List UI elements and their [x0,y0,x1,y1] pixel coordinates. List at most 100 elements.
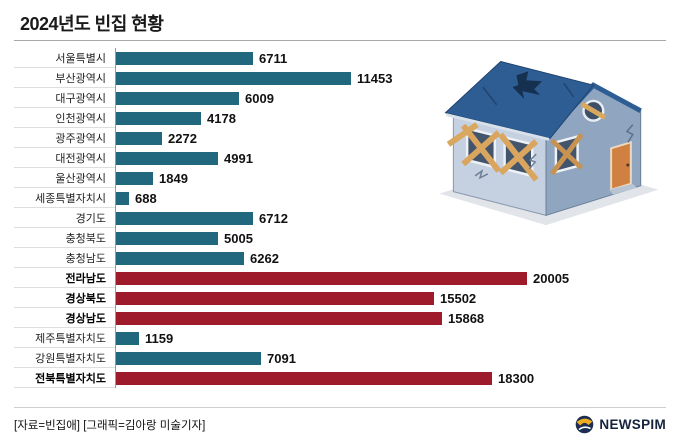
bar [115,291,434,305]
value-label: 7091 [267,350,296,366]
bar-area: 688 [115,188,666,208]
value-label: 11453 [357,70,393,86]
category-label: 전북특별자치도 [14,368,115,388]
value-label: 6712 [259,210,288,226]
value-label: 6009 [245,90,274,106]
value-label: 2272 [168,130,197,146]
category-label: 광주광역시 [14,128,115,148]
bar [115,231,218,245]
value-label: 20005 [533,270,570,286]
value-label: 1849 [159,170,188,186]
chart-row: 경상남도 15868 [14,308,666,328]
chart-row: 대구광역시 6009 [14,88,666,108]
bar [115,131,162,145]
house-eave-trim [446,113,550,141]
door-step [609,183,637,195]
category-label: 세종특별자치시 [14,188,115,208]
value-label: 4991 [224,150,253,166]
attic-window-board [580,101,607,120]
value-label: 15868 [448,310,485,326]
chart-row: 충청북도 5005 [14,228,666,248]
bar [115,331,139,345]
chart-row: 울산광역시 1849 [14,168,666,188]
category-label: 충청남도 [14,248,115,268]
bar [115,211,253,225]
category-label: 전라남도 [14,268,115,288]
bar-area: 5005 [115,228,666,248]
bar-area: 11453 [115,68,666,88]
bar-area: 1159 [115,328,666,348]
chart-axis-line [115,48,116,388]
title-divider [14,40,666,41]
bar [115,151,218,165]
house-door [610,141,632,192]
bar [115,371,492,385]
chart-row: 대전광역시 4991 [14,148,666,168]
chart-row: 경기도 6712 [14,208,666,228]
value-label: 6711 [259,50,288,66]
category-label: 경기도 [14,208,115,228]
chart-row: 전라남도 20005 [14,268,666,288]
chart-row: 광주광역시 2272 [14,128,666,148]
bar [115,191,129,205]
bar-area: 15868 [115,308,666,328]
value-label: 1159 [145,330,174,346]
roof-cracks [482,82,575,106]
footer: [자료=빈집애] [그래픽=김아랑 미술기자] NEWSPIM [14,407,666,434]
bar-area: 15502 [115,288,666,308]
bar [115,71,351,85]
bar-area: 7091 [115,348,666,368]
category-label: 강원특별자치도 [14,348,115,368]
bar-area: 4178 [115,108,666,128]
roof-hole [512,71,543,99]
chart-row: 제주특별자치도 1159 [14,328,666,348]
bar-area: 6712 [115,208,666,228]
door-knob [626,163,630,167]
vacant-house-illustration [439,60,659,226]
bar-area: 1849 [115,168,666,188]
newspim-logo: NEWSPIM [575,415,666,434]
chart-row: 전북특별자치도 18300 [14,368,666,388]
value-label: 18300 [498,370,535,386]
bar [115,311,442,325]
value-label: 15502 [440,290,477,306]
newspim-logo-text: NEWSPIM [599,417,666,432]
bar-area: 6262 [115,248,666,268]
category-label: 제주특별자치도 [14,328,115,348]
bar [115,351,261,365]
category-label: 경상남도 [14,308,115,328]
value-label: 688 [135,190,157,206]
bar-chart: 서울특별시 6711 부산광역시 11453 대구광역시 6009 인천광역시 4178 광주광… [14,48,666,388]
bar-area: 18300 [115,368,666,388]
side-window-boards [549,132,584,176]
bar-area: 4991 [115,148,666,168]
bar [115,51,253,65]
category-label: 대구광역시 [14,88,115,108]
house-roof [444,60,595,139]
bar [115,271,527,285]
category-label: 충청북도 [14,228,115,248]
category-label: 대전광역시 [14,148,115,168]
value-label: 6262 [250,250,279,266]
newspim-logo-icon [576,415,594,434]
chart-row: 강원특별자치도 7091 [14,348,666,368]
wall-plank [446,122,479,147]
chart-row: 세종특별자치시 688 [14,188,666,208]
value-label: 4178 [207,110,236,126]
bar-area: 20005 [115,268,666,288]
category-label: 인천광역시 [14,108,115,128]
wall-crack-3 [625,124,634,143]
front-window-2-boards [498,132,539,182]
bar [115,111,201,125]
category-label: 경상북도 [14,288,115,308]
wall-crack-2 [528,153,537,170]
bar [115,171,153,185]
category-label: 서울특별시 [14,48,115,68]
bar [115,91,239,105]
value-label: 5005 [224,230,253,246]
chart-row: 충청남도 6262 [14,248,666,268]
bar-area: 2272 [115,128,666,148]
wall-crack-1 [474,169,489,180]
category-label: 부산광역시 [14,68,115,88]
